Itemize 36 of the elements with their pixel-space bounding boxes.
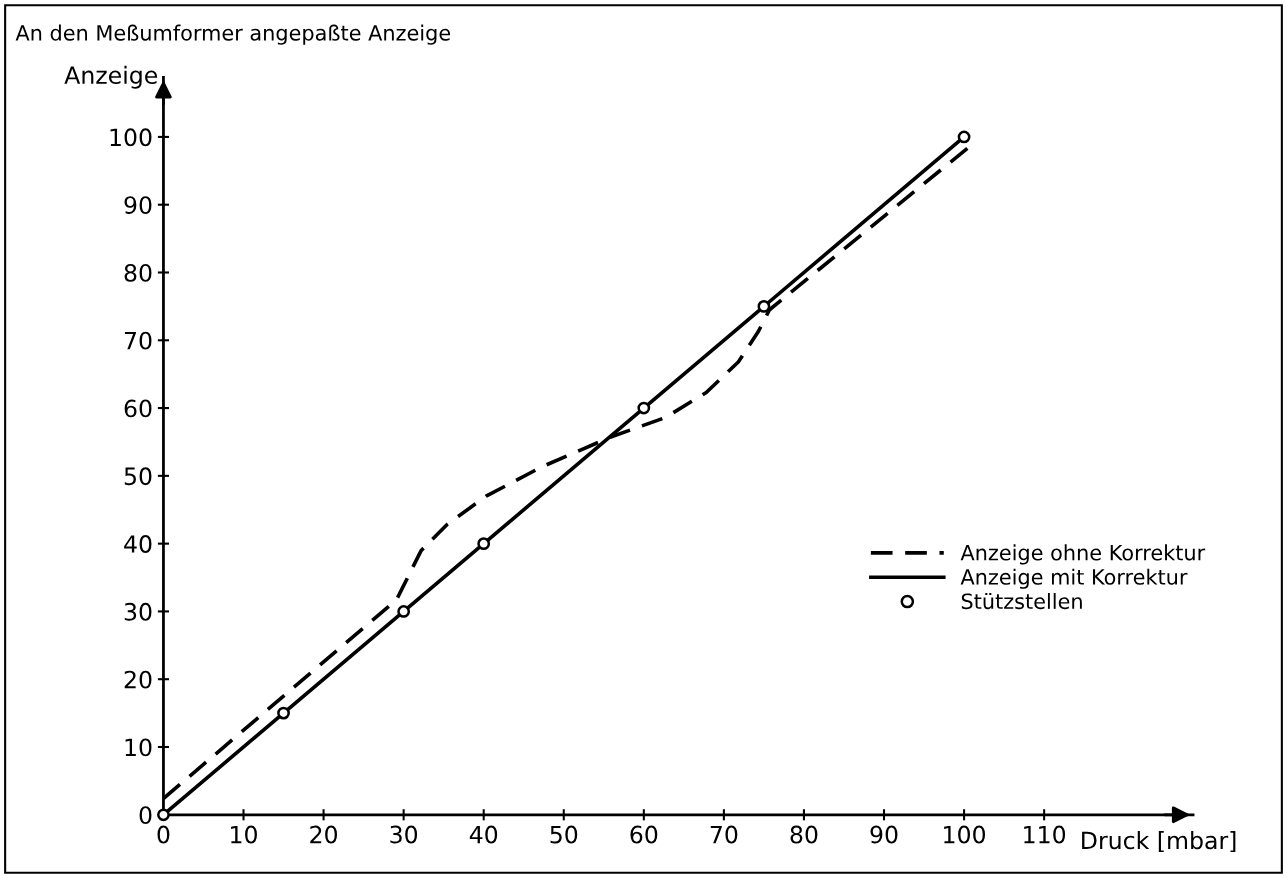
x-tick-label: 30 — [390, 825, 418, 844]
chart-title: An den Meßumformer angepaßte Anzeige — [15, 24, 451, 45]
point — [277, 706, 290, 720]
point — [157, 808, 170, 822]
x-tick-label: 0 — [157, 825, 170, 844]
y-tick-label: 30 — [124, 602, 152, 621]
point — [757, 299, 771, 313]
point — [957, 130, 971, 144]
point — [397, 605, 411, 618]
y-axis-title: Anzeige — [64, 65, 158, 89]
x-tick-label: 20 — [310, 825, 338, 844]
x-tick-label: 50 — [550, 825, 578, 844]
y-tick-label: 60 — [124, 399, 152, 418]
y-tick-label: 40 — [124, 535, 152, 553]
y-tick-label: 100 — [110, 128, 152, 147]
legend-label: Stützstellen — [961, 593, 1082, 610]
x-axis-title: Druck [mbar] — [1082, 831, 1236, 853]
point — [477, 537, 491, 551]
y-tick-label: 50 — [124, 467, 152, 486]
x-tick-label: 100 — [944, 825, 986, 844]
x-tick-label: 80 — [790, 825, 818, 844]
x-tick-label: 110 — [1024, 825, 1066, 844]
x-tick-label: 10 — [231, 825, 257, 844]
y-tick-label: 20 — [124, 670, 152, 689]
x-tick-label: 70 — [710, 825, 738, 844]
legend-label: Anzeige ohne Korrektur — [960, 544, 1206, 565]
y-tick-label: 10 — [125, 738, 152, 757]
y-tick-label: 70 — [124, 331, 152, 350]
point — [637, 401, 651, 415]
x-tick-label: 40 — [469, 825, 498, 844]
legend-label: Anzeige mit Korrektur — [960, 568, 1188, 589]
x-tick-label: 90 — [870, 825, 898, 844]
y-tick-label: 90 — [124, 196, 152, 215]
y-tick-label: 0 — [139, 806, 152, 825]
x-tick-label: 60 — [630, 825, 658, 844]
y-tick-label: 80 — [124, 263, 152, 282]
